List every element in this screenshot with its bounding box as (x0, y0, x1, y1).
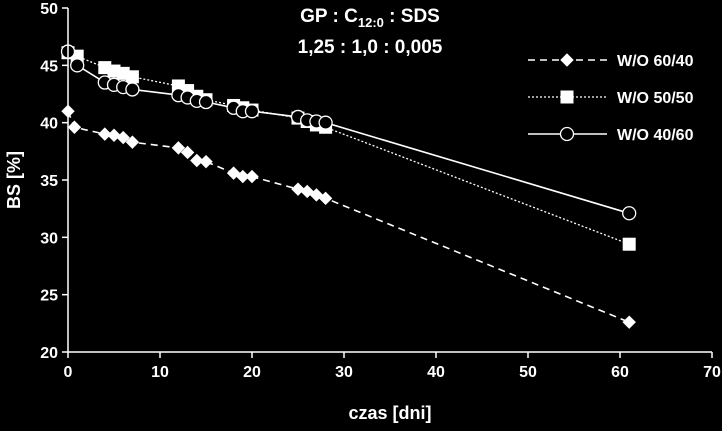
data-point-series-1 (180, 145, 195, 160)
y-tick-label: 50 (40, 1, 58, 18)
data-point-series-1 (98, 127, 112, 141)
data-point-series-1 (291, 182, 305, 196)
x-tick-label: 10 (151, 364, 169, 381)
chart-subtitle: 1,25 : 1,0 : 0,005 (298, 37, 443, 58)
legend: W/O 60/40 W/O 50/50 W/O 40/60 (528, 53, 694, 144)
series-line-3 (67, 51, 630, 215)
y-ticks: 20 25 30 35 40 45 50 (40, 1, 68, 362)
y-tick-label: 40 (40, 116, 58, 133)
data-point-series-2 (125, 70, 139, 84)
x-tick-label: 0 (64, 364, 73, 381)
series-line-1 (67, 110, 630, 323)
x-tick-label: 20 (243, 364, 261, 381)
data-point-series-1 (171, 141, 186, 155)
data-point-series-2 (622, 237, 636, 251)
series-lines (67, 51, 630, 323)
legend-marker-2 (560, 90, 574, 104)
x-tick-label: 50 (519, 364, 537, 381)
data-point-series-1 (125, 135, 140, 149)
data-point-series-3 (244, 104, 260, 119)
data-point-series-1 (107, 128, 121, 142)
x-ticks: 0 10 20 30 40 50 60 70 (64, 352, 721, 381)
data-point-series-1 (622, 315, 636, 329)
x-tick-label: 60 (611, 364, 629, 381)
series-markers (60, 44, 637, 329)
data-point-series-3 (70, 58, 85, 73)
chart-title: GP : C12:0 : SDS (300, 6, 440, 30)
data-point-series-3 (622, 206, 637, 221)
y-tick-label: 25 (40, 288, 58, 305)
y-tick-label: 35 (40, 173, 58, 190)
data-point-series-3 (125, 82, 140, 97)
y-tick-label: 20 (40, 345, 58, 362)
x-tick-label: 30 (335, 364, 353, 381)
x-axis-label: czas [dni] (348, 403, 431, 423)
legend-label-3: W/O 40/60 (617, 127, 694, 144)
data-point-series-1 (245, 169, 259, 184)
data-point-series-1 (199, 154, 213, 169)
data-point-series-1 (190, 153, 204, 168)
data-point-series-1 (67, 120, 82, 134)
legend-label-1: W/O 60/40 (617, 53, 694, 70)
data-point-series-3 (318, 115, 333, 130)
data-point-series-1 (318, 191, 333, 206)
series-line-2 (67, 52, 630, 245)
legend-marker-1 (560, 53, 574, 67)
x-tick-label: 40 (427, 364, 445, 381)
axes (67, 8, 712, 353)
data-point-series-1 (116, 130, 130, 145)
y-axis-label: BS [%] (4, 151, 24, 209)
legend-label-2: W/O 50/50 (617, 90, 694, 107)
y-tick-label: 45 (40, 58, 58, 75)
data-point-series-3 (198, 94, 214, 110)
data-point-series-1 (236, 169, 250, 184)
x-tick-label: 70 (703, 364, 721, 381)
chart-title-subscript: 12:0 (358, 15, 384, 30)
legend-marker-3 (559, 126, 575, 142)
y-tick-label: 30 (40, 230, 58, 247)
